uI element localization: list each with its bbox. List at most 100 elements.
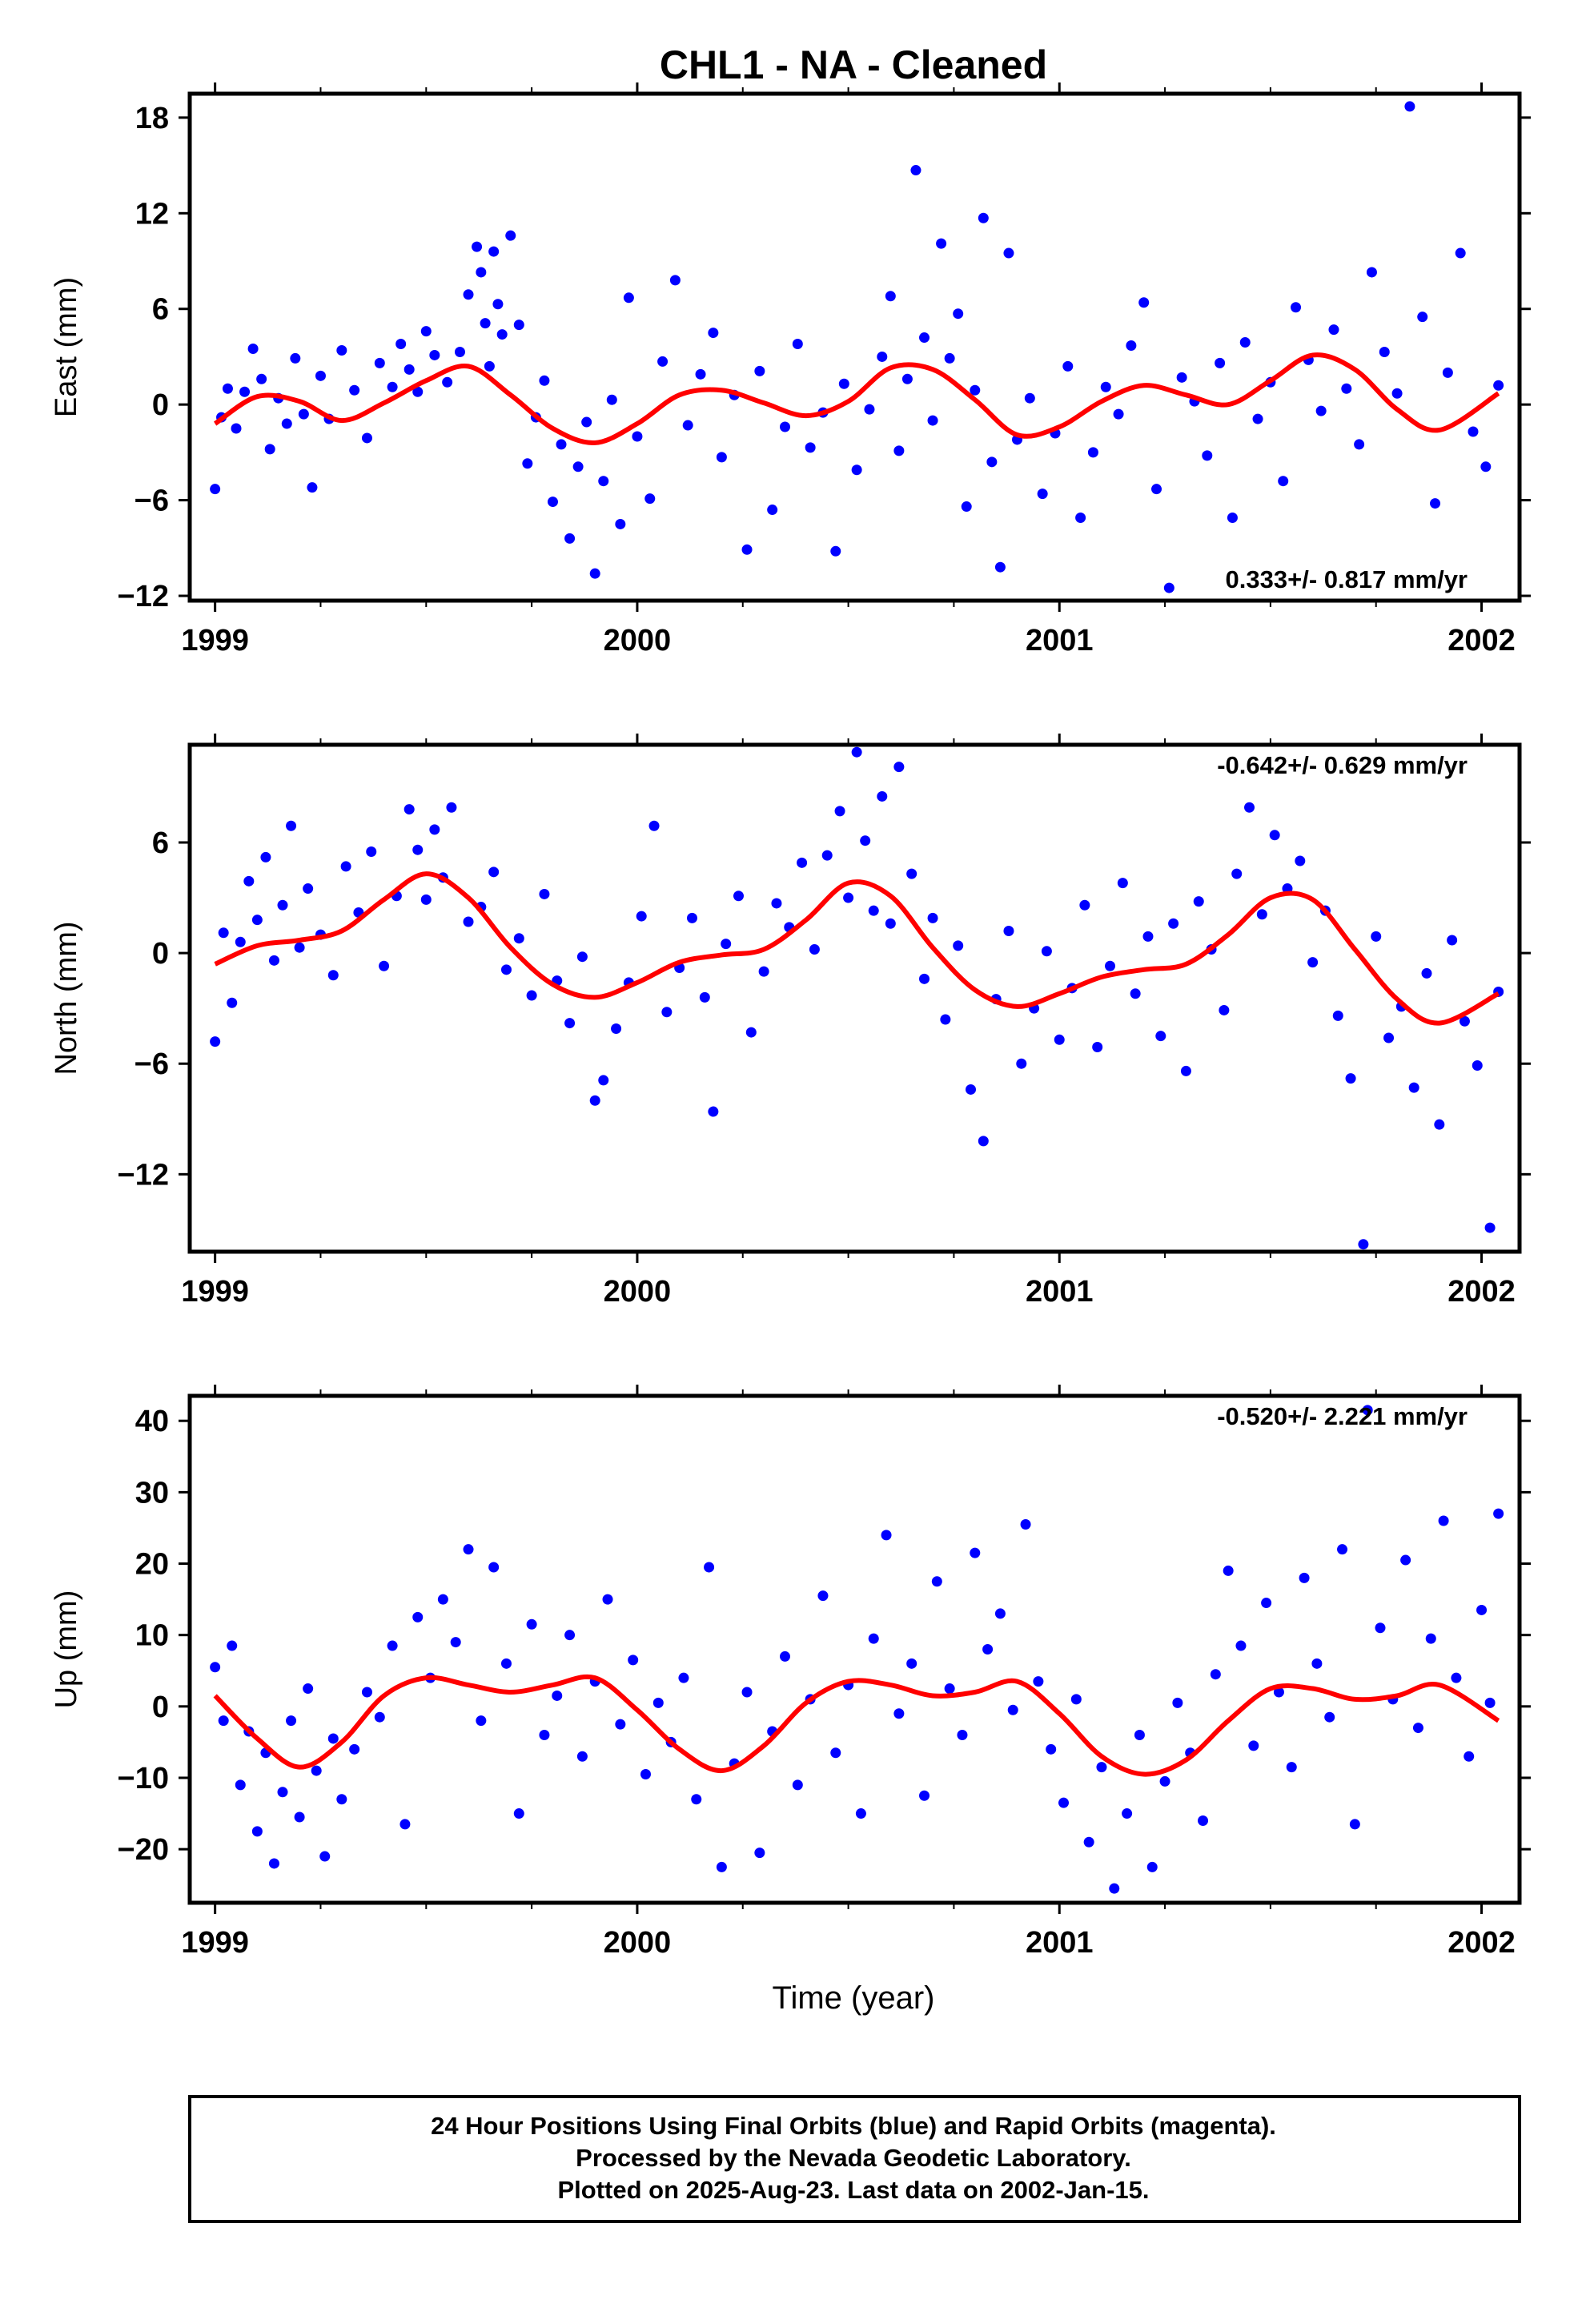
up-data-point [1362,1405,1373,1416]
east-data-point [480,318,491,329]
east-y-tick-label: −12 [118,580,169,613]
up-data-point [1122,1808,1133,1819]
east-data-point [695,368,706,380]
up-x-tick-label: 1999 [181,1926,249,1960]
north-data-point [1016,1058,1027,1069]
north-data-point [463,916,474,927]
east-data-point [307,482,318,493]
east-data-point [1100,381,1111,392]
north-data-point [745,1027,757,1038]
up-data-point [327,1733,339,1744]
up-data-point [741,1687,753,1698]
east-data-point [927,415,938,426]
up-rate-label: -0.520+/- 2.221 mm/yr [1217,1402,1468,1430]
east-data-point [1062,360,1074,372]
east-y-tick-label: −6 [135,485,169,518]
north-data-point [1484,1222,1496,1233]
east-data-point [936,238,947,249]
north-data-point [721,939,732,950]
up-data-point [1412,1723,1423,1734]
north-data-point [1447,935,1458,946]
east-data-point [1239,337,1251,348]
east-data-point [387,381,398,392]
north-data-point [277,899,288,911]
east-data-point [484,360,495,372]
north-data-point [1256,909,1267,920]
north-data-point [260,851,271,862]
north-data-point [758,966,769,977]
north-data-point [1219,1004,1230,1015]
up-data-point [319,1851,331,1862]
east-data-point [961,501,972,513]
up-data-point [678,1672,689,1683]
east-data-point [315,370,326,381]
east-data-point [1003,247,1014,259]
up-data-point [691,1794,702,1805]
up-data-point [640,1769,651,1780]
up-data-point [931,1576,942,1587]
up-data-point [944,1683,955,1695]
up-data-point [982,1644,994,1655]
up-data-point [488,1562,500,1573]
east-data-point [606,394,617,405]
up-data-point [1400,1554,1411,1566]
up-data-point [830,1747,841,1759]
north-data-point [366,846,377,858]
north-data-point [294,942,305,953]
east-y-tick-label: 0 [152,388,169,422]
north-data-point [1434,1119,1445,1130]
up-data-point [1210,1669,1221,1680]
up-y-tick-label: 40 [135,1405,169,1438]
north-data-point [589,1095,600,1106]
east-data-point [657,356,669,367]
east-data-point [944,352,955,364]
east-data-point [1138,297,1150,308]
up-data-point [957,1729,968,1740]
footer-frame [188,2095,1521,2223]
north-data-point [708,1106,719,1117]
east-data-point [1366,267,1377,278]
up-data-point [1273,1687,1284,1698]
up-data-point [881,1530,892,1541]
up-data-point [251,1826,263,1837]
north-data-point [1345,1073,1356,1084]
up-data-point [576,1751,588,1762]
up-data-point [1451,1672,1462,1683]
east-data-point [589,568,600,579]
up-frame [187,1393,1522,1905]
north-data-point [1332,1010,1343,1021]
north-data-point [1130,988,1141,999]
up-data-point [1083,1836,1094,1848]
east-x-tick-label: 2001 [1026,624,1094,657]
north-data-point [648,820,660,831]
footer-box: 24 Hour Positions Using Final Orbits (bl… [188,2095,1521,2223]
east-data-point [488,246,500,257]
east-data-point [986,456,998,468]
east-data-point [1163,582,1174,593]
east-data-point [1227,512,1238,523]
east-data-point [210,484,221,495]
up-data-point [1299,1572,1310,1583]
east-data-point [247,343,259,354]
north-data-point [1307,957,1319,968]
east-data-point [669,275,681,286]
east-data-point [978,212,989,223]
north-data-point [243,875,255,887]
east-data-point [1113,408,1124,420]
north-data-point [412,844,424,855]
north-data-point [1383,1032,1395,1043]
up-data-point [1046,1743,1057,1755]
east-data-point [632,431,643,442]
east-data-point [281,418,292,429]
north-data-point [1003,925,1014,936]
up-data-point [235,1779,246,1791]
north-data-point [1269,830,1280,841]
north-data-point [1041,946,1052,957]
east-data-point [1430,498,1441,509]
north-x-tick-label: 2002 [1447,1275,1516,1309]
north-data-point [379,960,390,971]
north-data-point [513,933,524,944]
east-data-point [970,384,981,396]
up-data-point [1172,1697,1183,1708]
north-data-point [927,912,938,923]
